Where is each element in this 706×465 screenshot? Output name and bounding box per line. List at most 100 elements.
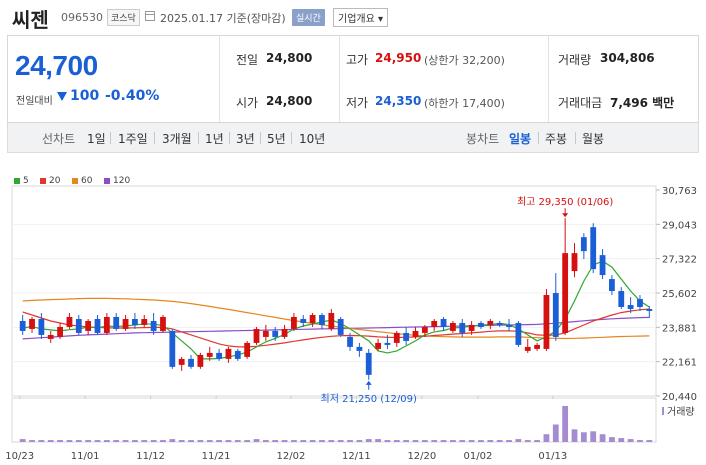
volume-bar — [29, 440, 35, 442]
volume-bar — [459, 440, 466, 442]
low-label: 저가 — [346, 96, 369, 110]
candle-body — [103, 316, 110, 333]
volume-bar — [609, 437, 615, 442]
volume-bar — [421, 440, 428, 442]
lower-limit: (하한가 17,400) — [424, 97, 505, 110]
legend-ma20: 20 — [40, 176, 60, 186]
candle-body — [524, 346, 531, 351]
x-tick-label: 11/12 — [136, 451, 165, 462]
volume-legend-label: 거래량 — [667, 406, 695, 418]
volume-bar — [57, 440, 63, 442]
legend-swatch — [104, 177, 110, 184]
candle-body — [515, 322, 522, 345]
high-label: 고가 — [346, 53, 369, 67]
divider — [575, 132, 576, 144]
x-tick-label: 12/11 — [342, 451, 371, 462]
volume-legend-swatch — [662, 407, 664, 415]
volume-bar — [47, 440, 54, 442]
period-5y[interactable]: 5년 — [267, 132, 286, 146]
plot-frame — [11, 185, 657, 397]
realtime-button[interactable]: 실시간 — [292, 9, 325, 26]
period-3m[interactable]: 3개월 — [162, 132, 192, 146]
legend-label: 20 — [49, 176, 61, 186]
x-tick-label: 12/20 — [407, 451, 436, 462]
volume-bar — [580, 432, 587, 442]
candle-daily[interactable]: 일봉 — [509, 132, 532, 146]
ma20-line — [22, 308, 650, 348]
volume-bar — [375, 439, 381, 442]
candle-body — [356, 346, 363, 351]
company-info-dropdown[interactable]: 기업개요 ▾ — [333, 8, 388, 27]
down-triangle-icon — [57, 92, 67, 101]
candle-body — [337, 318, 344, 335]
quote-divider — [339, 36, 340, 122]
candle-body — [85, 320, 92, 331]
legend-ma60: 60 — [72, 176, 92, 186]
high-arrow-head — [562, 213, 569, 218]
volume-bar — [365, 439, 372, 442]
volume-value: 304,806 — [600, 51, 655, 65]
volume-bar — [599, 434, 606, 442]
volume-bar — [141, 440, 148, 442]
candle-body — [450, 322, 456, 331]
candle-body — [580, 237, 587, 252]
volume-bar — [281, 440, 288, 442]
x-tick-label: 12/02 — [276, 451, 305, 462]
x-tick-label: 01/13 — [538, 451, 567, 462]
period-1y[interactable]: 1년 — [205, 132, 224, 146]
candle-body — [590, 227, 597, 270]
candle-body — [244, 342, 251, 357]
volume-bar — [262, 440, 269, 442]
candle-body — [169, 330, 176, 367]
volume-bar — [178, 440, 185, 442]
candle-body — [347, 336, 353, 347]
candle-body — [496, 322, 503, 325]
candle-body — [188, 358, 194, 367]
candle-body — [113, 316, 120, 329]
candle-body — [468, 324, 475, 331]
volume-bar — [450, 440, 456, 442]
volume-bar — [487, 440, 494, 442]
candle-body — [281, 328, 288, 337]
candle-body — [132, 318, 138, 325]
open-label: 시가 — [236, 96, 259, 110]
candle-body — [487, 320, 494, 325]
volume-bar — [234, 440, 241, 442]
period-1d[interactable]: 1일 — [87, 132, 106, 146]
candle-body — [141, 318, 148, 325]
volume-bar — [337, 440, 344, 442]
change-value: 100 — [70, 88, 100, 104]
candle-body — [431, 320, 438, 327]
period-10y[interactable]: 10년 — [299, 132, 326, 146]
ma60-line — [22, 297, 650, 340]
legend-swatch — [14, 177, 20, 184]
candle-body — [506, 324, 512, 327]
candle-body — [478, 322, 484, 327]
candle-body — [393, 332, 400, 343]
volume-bar — [524, 440, 531, 442]
volume-bar — [618, 438, 625, 442]
period-3y[interactable]: 3년 — [236, 132, 255, 146]
candle-monthly[interactable]: 월봉 — [582, 132, 605, 146]
stock-header: 씨젠 096530 코스닥 2025.01.17 기준(장마감) 실시간 기업개… — [0, 0, 706, 36]
divider — [154, 132, 155, 144]
current-price: 24,700 — [15, 50, 98, 81]
legend-label: 5 — [23, 176, 29, 186]
volume-bar — [637, 440, 643, 442]
candle-body — [637, 299, 643, 307]
low-arrow-head — [365, 380, 372, 385]
candle-body — [627, 305, 634, 309]
volume-bar — [188, 440, 194, 442]
legend-ma5: 5 — [14, 176, 29, 186]
candle-body — [375, 342, 381, 349]
low-value: 24,350 — [375, 94, 422, 108]
candle-weekly[interactable]: 주봉 — [545, 132, 568, 146]
candle-body — [253, 328, 260, 343]
period-1w[interactable]: 1주일 — [118, 132, 148, 146]
candle-body — [552, 293, 559, 337]
candle-body — [178, 358, 185, 365]
volume-bar — [562, 406, 569, 442]
y-tick-label: 23,881 — [662, 323, 697, 334]
volume-bar — [197, 440, 204, 442]
stock-name: 씨젠 — [12, 8, 49, 32]
